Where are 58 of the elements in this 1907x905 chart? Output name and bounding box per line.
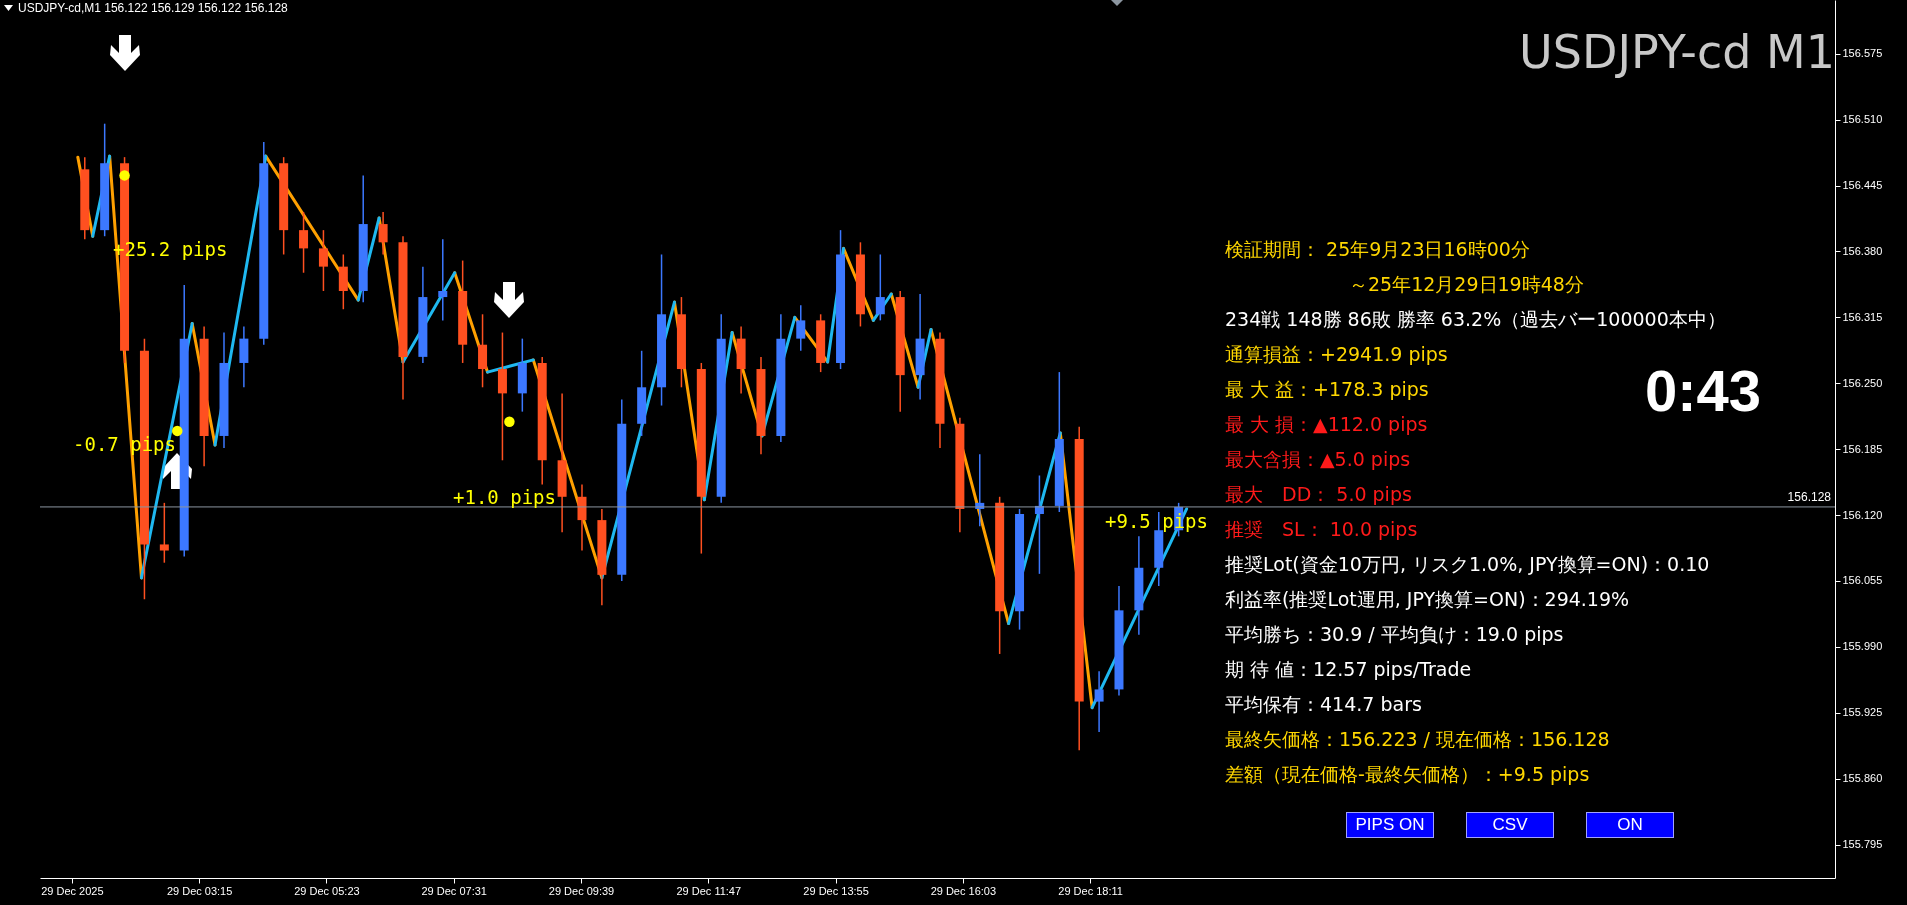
y-tick-label: 155.925: [1842, 706, 1883, 719]
annotation: 通算損益：+2941.9 pips: [1225, 343, 1448, 365]
x-tick-label: 29 Dec 11:47: [676, 884, 742, 897]
button[interactable]: PIPS ON: [1346, 812, 1434, 838]
annotation: 平均保有：414.7 bars: [1225, 693, 1422, 715]
annotation: +1.0 pips: [453, 486, 556, 508]
annotation: 最終矢価格：156.223 / 現在価格：156.128: [1225, 728, 1610, 750]
y-tick-label: 156.315: [1842, 310, 1883, 323]
y-tick-label: 156.250: [1842, 376, 1883, 389]
y-tick-label: 155.795: [1842, 838, 1883, 851]
y-tick-label: 156.380: [1842, 244, 1883, 257]
annotation: 最大含損：▲5.0 pips: [1225, 448, 1411, 470]
y-tick-label: 156.445: [1842, 179, 1883, 192]
candlestick: [577, 483, 587, 552]
button[interactable]: ON: [1586, 812, 1674, 838]
annotation: 利益率(推奨Lot運用, JPY換算=ON)：294.19%: [1225, 588, 1630, 610]
annotation: 推奨Lot(資金10万円, リスク1.0%, JPY換算=ON)：0.10: [1225, 553, 1710, 575]
text: USDJPY-cd M1: [1519, 25, 1835, 79]
y-tick-label: 156.055: [1842, 574, 1883, 587]
annotation: 平均勝ち：30.9 / 平均負け：19.0 pips: [1225, 623, 1564, 645]
point: [119, 170, 130, 181]
annotation: 最大 DD： 5.0 pips: [1225, 483, 1412, 505]
candlestick: [378, 211, 388, 256]
x-tick-label: 29 Dec 16:03: [930, 884, 997, 897]
x-tick-label: 29 Dec 13:55: [803, 884, 869, 897]
annotation: USDJPY-cd,M1 156.122 156.129 156.122 156.128: [18, 1, 288, 15]
candlestick: [318, 229, 328, 292]
y-tick-label: 156.185: [1842, 442, 1883, 455]
x-tick-label: 29 Dec 05:23: [294, 884, 360, 897]
point: [504, 416, 515, 427]
candlestick: [1094, 670, 1104, 733]
x-tick-label: 29 Dec 03:15: [166, 884, 233, 897]
point: [172, 425, 183, 437]
candlestick: [438, 238, 448, 322]
x-tick-label: 29 Dec 07:31: [421, 884, 487, 897]
annotation: ～25年12月29日19時48分: [1349, 273, 1584, 295]
annotation: 検証期間： 25年9月23日16時00分: [1225, 238, 1530, 260]
y-tick-label: 156.510: [1842, 113, 1883, 126]
candlestick: [875, 253, 885, 322]
candlestick: [159, 502, 169, 564]
x-tick-label: 29 Dec 18:11: [1058, 884, 1123, 897]
ref-line-label: 156.128: [1787, 489, 1832, 504]
annotation: 推奨 SL： 10.0 pips: [1225, 518, 1418, 540]
y-tick-label: 155.990: [1842, 640, 1883, 653]
annotation: 差額（現在価格-最終矢価格）：+9.5 pips: [1225, 763, 1590, 785]
annotation: 234戦 148勝 86敗 勝率 63.2%（過去バー100000本中）: [1225, 308, 1726, 330]
button[interactable]: CSV: [1466, 812, 1554, 838]
y-tick-label: 156.120: [1842, 508, 1883, 521]
y-tick-label: 156.575: [1842, 47, 1883, 60]
candlestick: [299, 211, 309, 274]
x-tick-label: 29 Dec 2025: [41, 884, 104, 897]
x-tick-label: 29 Dec 09:39: [548, 884, 615, 897]
annotation: 最 大 益：+178.3 pips: [1225, 378, 1429, 400]
annotation: 期 待 値：12.57 pips/Trade: [1225, 658, 1472, 680]
annotation: 0:43: [1645, 358, 1762, 423]
y-tick-label: 155.860: [1842, 772, 1883, 785]
annotation: 最 大 損：▲112.0 pips: [1225, 413, 1428, 435]
candlestick: [796, 304, 806, 352]
